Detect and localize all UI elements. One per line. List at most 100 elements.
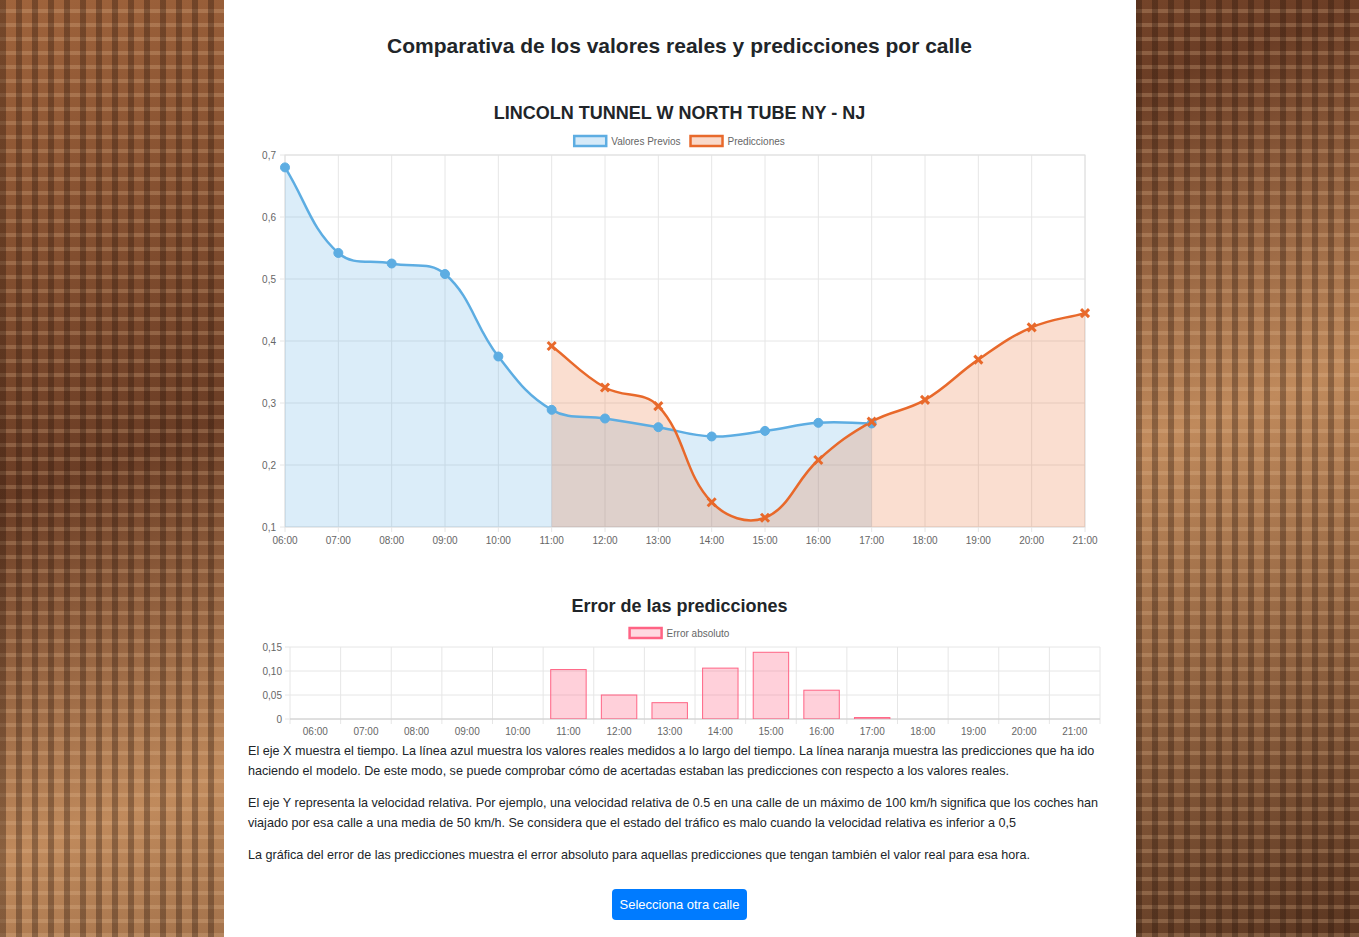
y-tick-label: 0,5	[262, 274, 276, 285]
axes: 00,050,100,1506:0007:0008:0009:0010:0011…	[263, 642, 1100, 738]
x-tick-label: 18:00	[912, 535, 937, 546]
x-tick-label: 17:00	[859, 535, 884, 546]
bar	[854, 718, 889, 719]
x-tick-label: 11:00	[540, 535, 565, 546]
y-tick-label: 0,05	[263, 690, 283, 701]
bars	[551, 652, 890, 719]
marker	[974, 356, 982, 364]
x-tick-label: 20:00	[1019, 535, 1044, 546]
bar	[601, 695, 636, 719]
marker-stroke	[654, 402, 662, 410]
y-tick-label: 0,3	[262, 398, 276, 409]
grid-line	[290, 647, 291, 724]
legend: Valores Previos Predicciones	[574, 136, 785, 147]
grid-line	[593, 647, 594, 724]
marker-stroke	[868, 418, 876, 426]
marker-stroke	[921, 396, 929, 404]
marker	[547, 405, 556, 414]
x-tick-label: 07:00	[353, 726, 378, 737]
y-tick-label: 0,15	[263, 642, 283, 653]
grid-line	[644, 647, 645, 724]
marker-stroke	[708, 498, 716, 506]
marker-stroke	[921, 396, 929, 404]
legend-label: Predicciones	[728, 136, 785, 147]
marker	[281, 163, 290, 172]
marker	[548, 342, 556, 350]
x-tick-label: 14:00	[708, 726, 733, 737]
marker	[441, 270, 450, 279]
grid-line	[998, 647, 999, 724]
marker	[1028, 323, 1036, 331]
x-tick-label: 18:00	[910, 726, 935, 737]
bar	[753, 652, 788, 719]
y-tick-label: 0,10	[263, 666, 283, 677]
marker-stroke	[601, 384, 609, 392]
x-tick-label: 19:00	[961, 726, 986, 737]
marker-stroke	[974, 356, 982, 364]
legend-label: Valores Previos	[611, 136, 680, 147]
area-fill	[552, 313, 1085, 527]
marker-stroke	[708, 498, 716, 506]
x-tick-label: 10:00	[505, 726, 530, 737]
grid-line	[441, 647, 442, 724]
bar	[804, 690, 839, 719]
marker	[708, 498, 716, 506]
x-tick-label: 08:00	[404, 726, 429, 737]
marker-stroke	[1081, 309, 1089, 317]
grid-line	[1100, 647, 1101, 724]
x-tick-label: 20:00	[1012, 726, 1037, 737]
marker-stroke	[654, 402, 662, 410]
x-tick-label: 21:00	[1062, 726, 1087, 737]
marker	[707, 432, 716, 441]
x-tick-label: 06:00	[303, 726, 328, 737]
grid-line	[280, 217, 1085, 218]
x-tick-label: 13:00	[646, 535, 671, 546]
x-tick-label: 17:00	[860, 726, 885, 737]
legend-swatch	[630, 628, 662, 638]
series-line	[552, 313, 1085, 520]
series-markers	[281, 163, 1090, 522]
bar	[652, 703, 687, 719]
legend-swatch	[691, 136, 723, 146]
marker	[921, 396, 929, 404]
legend: Error absoluto	[630, 628, 730, 639]
plot-frame	[285, 155, 1085, 527]
grid-line	[695, 647, 696, 724]
grid-line	[285, 671, 1100, 672]
marker	[761, 426, 770, 435]
x-tick-label: 06:00	[272, 535, 297, 546]
x-tick-label: 07:00	[326, 535, 351, 546]
y-tick-label: 0,4	[262, 336, 276, 347]
marker	[494, 352, 503, 361]
grid-line	[948, 647, 949, 724]
y-tick-label: 0,6	[262, 212, 276, 223]
grid-line	[285, 647, 1100, 648]
grid-line	[543, 647, 544, 724]
marker-stroke	[548, 342, 556, 350]
grid-line	[745, 647, 746, 724]
bar	[551, 670, 586, 719]
marker-stroke	[814, 456, 822, 464]
x-tick-label: 13:00	[657, 726, 682, 737]
marker-stroke	[761, 514, 769, 522]
y-tick-label: 0	[276, 714, 282, 725]
chart-title: Error de las predicciones	[571, 596, 787, 616]
grid-line	[846, 647, 847, 724]
series-lines	[285, 167, 1085, 520]
x-tick-label: 14:00	[699, 535, 724, 546]
x-tick-label: 21:00	[1072, 535, 1097, 546]
grid-line	[391, 647, 392, 724]
series-line	[285, 167, 872, 436]
x-tick-label: 16:00	[806, 535, 831, 546]
paragraph: El eje Y representa la velocidad relativ…	[248, 793, 1104, 833]
x-tick-label: 09:00	[432, 535, 457, 546]
y-tick-label: 0,7	[262, 150, 276, 161]
paragraph: El eje X muestra el tiempo. La línea azu…	[248, 741, 1104, 781]
marker-stroke	[548, 342, 556, 350]
marker	[601, 414, 610, 423]
x-tick-label: 11:00	[556, 726, 581, 737]
marker	[814, 456, 822, 464]
grid-line	[285, 719, 1100, 720]
page-title: Comparativa de los valores reales y pred…	[387, 34, 972, 57]
button[interactable]: Selecciona otra calle	[612, 889, 747, 920]
